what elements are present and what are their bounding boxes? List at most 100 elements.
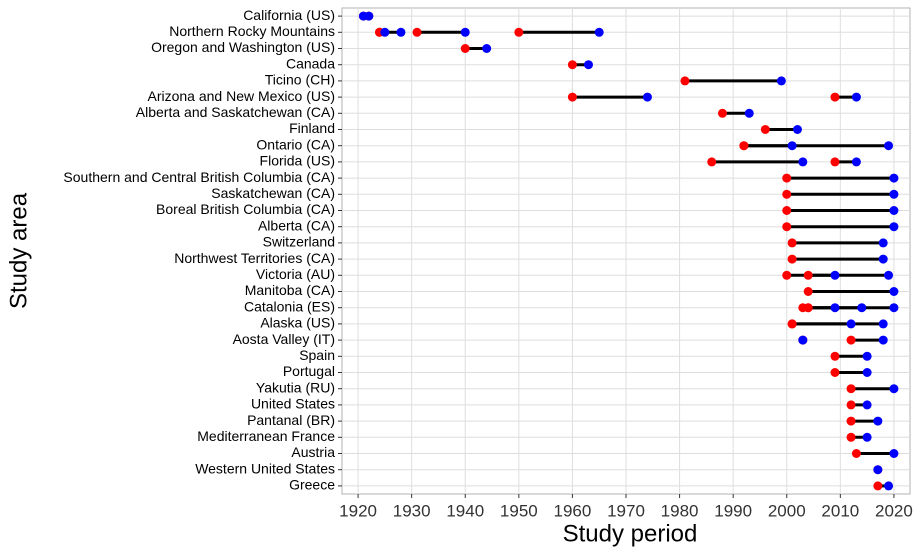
end-dot — [884, 141, 894, 151]
x-tick-label: 1930 — [393, 501, 431, 520]
start-dot — [782, 173, 792, 183]
row-label: Catalonia (ES) — [244, 298, 335, 314]
start-dot — [514, 27, 524, 37]
x-tick-label: 2020 — [875, 501, 913, 520]
end-dot — [851, 157, 861, 167]
end-dot — [878, 319, 888, 329]
end-dot — [884, 270, 894, 280]
end-dot — [889, 449, 899, 458]
end-dot — [889, 222, 899, 232]
row-label: Boreal British Columbia (CA) — [156, 201, 335, 217]
end-dot — [798, 157, 808, 167]
x-axis-title: Study period — [563, 520, 698, 547]
end-dot — [396, 27, 406, 37]
start-dot — [846, 384, 856, 394]
end-dot — [792, 125, 802, 134]
start-dot — [782, 189, 792, 199]
row-label: Yakutia (RU) — [256, 379, 335, 395]
end-dot — [830, 303, 840, 313]
row-label: Arizona and New Mexico (US) — [147, 88, 335, 104]
x-tick-label: 2000 — [768, 501, 806, 520]
start-dot — [760, 125, 770, 134]
start-dot — [680, 76, 690, 86]
start-dot — [803, 303, 813, 313]
start-dot — [717, 108, 727, 118]
row-label: Austria — [291, 444, 335, 460]
row-label: Aosta Valley (IT) — [233, 331, 335, 347]
row-label: Alberta (CA) — [258, 217, 335, 233]
x-tick-label: 2010 — [821, 501, 859, 520]
row-label: Saskatchewan (CA) — [211, 185, 335, 201]
start-dot — [830, 351, 840, 361]
start-dot — [873, 481, 883, 491]
end-dot — [583, 60, 593, 70]
start-dot — [412, 27, 422, 37]
end-dot — [862, 368, 872, 377]
row-label: Ticino (CH) — [265, 72, 335, 88]
row-label: Western United States — [195, 460, 335, 476]
end-dot — [878, 238, 888, 248]
row-label: Finland — [289, 120, 335, 136]
end-dot — [482, 44, 492, 53]
end-dot — [862, 400, 872, 410]
start-dot — [803, 287, 813, 296]
end-dot — [798, 335, 808, 345]
row-label: Alberta and Saskatchewan (CA) — [136, 104, 335, 120]
end-dot — [460, 27, 470, 37]
end-dot — [787, 141, 797, 151]
row-label: Manitoba (CA) — [245, 282, 335, 298]
row-label: Victoria (AU) — [256, 266, 335, 282]
row-label: Pantanal (BR) — [247, 412, 335, 428]
start-dot — [782, 206, 792, 215]
end-dot — [889, 206, 899, 215]
start-dot — [460, 44, 470, 53]
row-label: Oregon and Washington (US) — [151, 39, 335, 55]
start-dot — [707, 157, 717, 167]
x-tick-label: 1960 — [554, 501, 592, 520]
start-dot — [830, 368, 840, 377]
row-label: Ontario (CA) — [256, 136, 335, 152]
start-dot — [787, 238, 797, 248]
start-dot — [846, 416, 856, 426]
start-dot — [846, 432, 856, 442]
end-dot — [884, 481, 894, 491]
end-dot — [364, 11, 374, 21]
row-label: California (US) — [243, 7, 335, 23]
row-label: Portugal — [283, 363, 335, 379]
start-dot — [567, 92, 577, 102]
row-label: Switzerland — [263, 234, 335, 250]
end-dot — [878, 335, 888, 345]
end-dot — [642, 92, 652, 102]
start-dot — [787, 254, 797, 264]
row-label: Alaska (US) — [260, 315, 335, 331]
end-dot — [830, 270, 840, 280]
row-label: Mediterranean France — [197, 428, 335, 444]
end-dot — [857, 303, 867, 313]
end-dot — [776, 76, 786, 86]
start-dot — [782, 222, 792, 232]
x-tick-label: 1990 — [714, 501, 752, 520]
x-tick-label: 1970 — [607, 501, 645, 520]
end-dot — [744, 108, 754, 118]
end-dot — [594, 27, 604, 37]
end-dot — [878, 254, 888, 264]
row-label: Canada — [286, 55, 335, 71]
x-tick-label: 1940 — [446, 501, 484, 520]
end-dot — [873, 416, 883, 426]
start-dot — [846, 400, 856, 410]
end-dot — [380, 27, 390, 37]
end-dot — [851, 92, 861, 102]
end-dot — [889, 189, 899, 199]
start-dot — [739, 141, 749, 151]
end-dot — [889, 173, 899, 183]
end-dot — [862, 351, 872, 361]
start-dot — [782, 270, 792, 280]
start-dot — [846, 335, 856, 345]
x-tick-label: 1950 — [500, 501, 538, 520]
end-dot — [889, 384, 899, 394]
x-tick-label: 1920 — [339, 501, 377, 520]
y-axis-title: Study area — [5, 192, 32, 309]
start-dot — [830, 92, 840, 102]
end-dot — [889, 287, 899, 296]
